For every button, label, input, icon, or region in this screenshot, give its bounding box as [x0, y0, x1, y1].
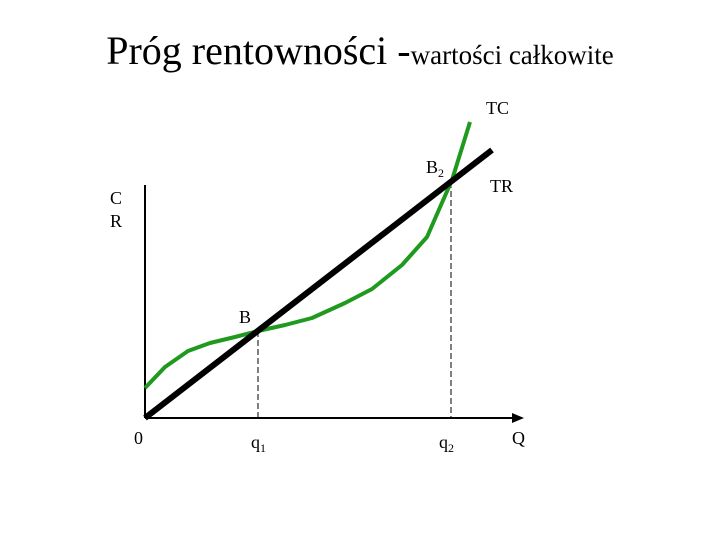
- y-axis-label-c: C: [110, 188, 122, 208]
- title-sub: wartości całkowite: [411, 40, 614, 70]
- tc-label: TC: [486, 98, 509, 118]
- y-axis-label-r: R: [110, 211, 122, 231]
- b1-label: B: [239, 307, 251, 327]
- title: Próg rentowności -wartości całkowite: [106, 28, 614, 73]
- q2-label: q2: [439, 432, 454, 455]
- q1-text: q: [251, 432, 260, 452]
- title-main: Próg rentowności -: [106, 28, 410, 73]
- tc-curve: [143, 121, 472, 390]
- q1-sub: 1: [260, 441, 266, 455]
- tr-line: [143, 147, 494, 421]
- q2-sub: 2: [448, 441, 454, 455]
- tr-label: TR: [490, 176, 513, 196]
- b2-text: B: [426, 157, 438, 177]
- q1-label: q1: [251, 432, 266, 455]
- b2-sub: 2: [438, 166, 444, 180]
- x-axis-arrow: [512, 413, 524, 423]
- q-axis-label: Q: [512, 428, 525, 448]
- origin-label: 0: [134, 428, 143, 448]
- b2-label: B2: [426, 157, 444, 180]
- q2-text: q: [439, 432, 448, 452]
